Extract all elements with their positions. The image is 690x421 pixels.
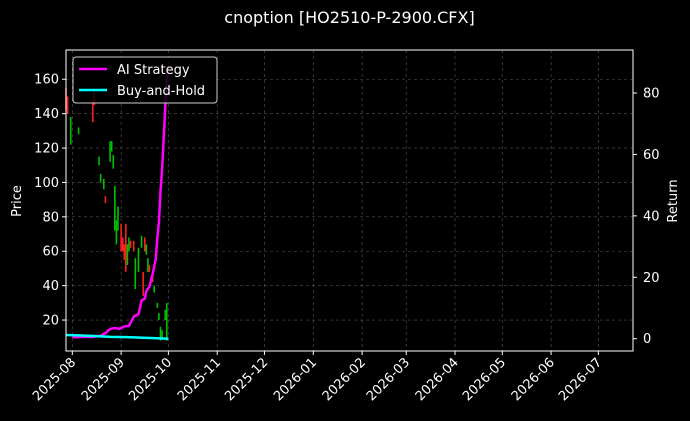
candlestick [77, 127, 80, 135]
x-tick-label: 2025-08 [30, 355, 79, 404]
candlestick [142, 271, 144, 296]
candlesticks [65, 87, 168, 341]
y-axis-left: 20 40 60 80 100 120 140 160 [34, 73, 66, 329]
x-tick-label: 2026-07 [556, 355, 605, 404]
y2-tick-label: 80 [643, 87, 660, 102]
candlestick [153, 285, 155, 293]
chart-title: cnoption [HO2510-P-2900.CFX] [224, 8, 474, 27]
y-tick-label: 60 [42, 245, 59, 260]
candlestick [117, 206, 119, 231]
candlestick [112, 154, 115, 169]
candlestick [129, 240, 132, 248]
y2-tick-label: 40 [643, 209, 660, 224]
x-tick-label: 2025-11 [175, 355, 224, 404]
y-tick-label: 160 [34, 73, 59, 88]
x-tick-label: 2025-12 [222, 355, 271, 404]
legend-box [72, 56, 218, 104]
y-tick-label: 20 [42, 314, 59, 329]
y-tick-label: 80 [42, 210, 59, 225]
candlestick [148, 265, 151, 272]
candlestick [164, 309, 167, 321]
x-tick-label: 2026-04 [413, 355, 462, 404]
x-tick-label: 2026-02 [320, 355, 369, 404]
x-tick-label: 2026-03 [364, 355, 413, 404]
series-line-buy-and-hold [65, 333, 169, 340]
y-tick-label: 40 [42, 279, 59, 294]
candlestick [114, 185, 116, 231]
candlestick [137, 247, 140, 272]
y2-axis-label: Return [666, 179, 681, 222]
y-tick-label: 100 [34, 176, 59, 191]
x-tick-label: 2026-01 [271, 355, 320, 404]
candlestick [140, 235, 143, 248]
candlestick [123, 244, 126, 260]
plot-frame [65, 49, 634, 352]
candlestick [161, 330, 163, 338]
legend: AI Strategy Buy-and-Hold [72, 56, 218, 104]
candlestick [128, 237, 130, 252]
legend-label-buy-and-hold: Buy-and-Hold [117, 84, 205, 99]
y-axis-label: Price [10, 185, 25, 217]
candlestick [115, 220, 118, 245]
y-axis-right: 0 20 40 60 80 [633, 87, 660, 347]
y-tick-label: 120 [34, 142, 59, 157]
candlestick [104, 196, 107, 204]
y2-tick-label: 20 [643, 271, 660, 286]
candlestick [134, 258, 137, 290]
return-lines [65, 65, 170, 340]
candlestick [98, 156, 100, 166]
candlestick [166, 302, 168, 341]
candlestick [121, 237, 124, 252]
candlestick [132, 240, 135, 252]
candlestick [120, 223, 122, 252]
candlestick [66, 96, 69, 114]
candlestick [110, 141, 113, 152]
x-tick-label: 2025-10 [126, 355, 175, 404]
candlestick [143, 237, 146, 252]
legend-label-ai-strategy: AI Strategy [117, 63, 190, 78]
y2-tick-label: 60 [643, 148, 660, 163]
candlestick [145, 244, 148, 255]
candlestick [69, 117, 72, 145]
candlestick [159, 326, 162, 341]
candlestick [103, 179, 105, 190]
x-tick-label: 2026-06 [509, 355, 558, 404]
candlestick [125, 223, 127, 272]
x-tick-label: 2025-09 [79, 355, 128, 404]
candlestick [91, 99, 94, 123]
x-tick-label: 2026-05 [460, 355, 509, 404]
candlestick [109, 141, 111, 162]
candlestick [158, 313, 160, 321]
candlestick [147, 258, 149, 272]
series-line-ai-strategy [72, 65, 170, 339]
candlestick [126, 244, 129, 265]
y2-tick-label: 0 [643, 332, 651, 347]
candlestick [99, 173, 102, 183]
y-tick-label: 140 [34, 107, 59, 122]
candlestick [156, 302, 159, 308]
